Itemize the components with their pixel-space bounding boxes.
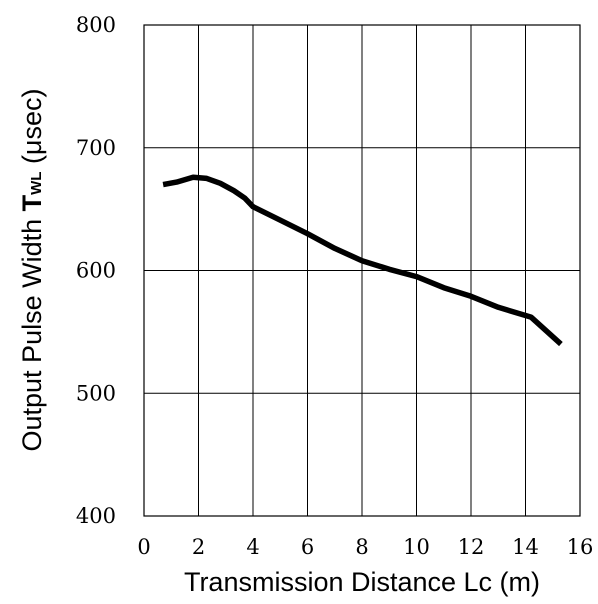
x-tick-label: 16 xyxy=(567,535,594,559)
series-group xyxy=(162,174,563,347)
x-tick-label: 8 xyxy=(355,535,368,559)
y-axis-title: Output Pulse Width TWL (μsec) xyxy=(17,88,47,451)
x-tick-label: 14 xyxy=(512,535,539,559)
y-tick-label: 500 xyxy=(76,381,116,405)
y-tick-labels: 400 500 600 700 800 xyxy=(76,13,116,528)
y-tick-label: 400 xyxy=(76,504,116,528)
y-axis-title-symbol: T xyxy=(17,194,47,211)
y-axis-title-suffix: (μsec) xyxy=(17,88,47,171)
x-tick-label: 2 xyxy=(192,535,205,559)
y-tick-label: 800 xyxy=(76,13,116,37)
y-tick-label: 700 xyxy=(76,136,116,160)
x-tick-label: 10 xyxy=(403,535,430,559)
series-line xyxy=(162,174,563,347)
y-axis-title-prefix: Output Pulse Width xyxy=(17,211,47,451)
x-tick-label: 0 xyxy=(137,535,150,559)
y-tick-label: 600 xyxy=(76,259,116,283)
x-tick-label: 4 xyxy=(246,535,259,559)
y-axis-title-subscript: WL xyxy=(28,172,45,195)
x-tick-label: 12 xyxy=(458,535,485,559)
plot-frame xyxy=(143,24,581,517)
x-tick-label: 6 xyxy=(301,535,314,559)
x-tick-labels: 0 2 4 6 8 10 12 14 16 xyxy=(137,535,593,559)
x-axis-title: Transmission Distance Lc (m) xyxy=(184,567,540,597)
grid xyxy=(144,25,580,516)
